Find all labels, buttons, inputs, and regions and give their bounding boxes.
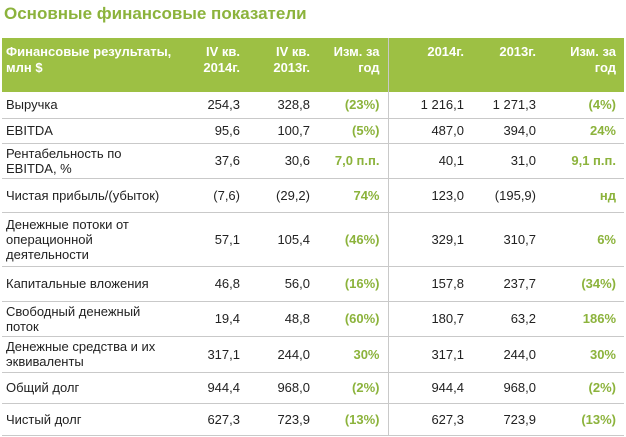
table-row: Капитальные вложения 46,8 56,0 (16%) 157,8 23… xyxy=(2,266,624,302)
value-cell: (23%) xyxy=(318,92,389,119)
value-cell: 968,0 xyxy=(472,372,544,404)
value-cell: 180,7 xyxy=(388,301,472,337)
value-cell: 157,8 xyxy=(388,266,472,302)
row-label: Денежные потоки от операционной деятельн… xyxy=(2,212,182,267)
value-cell: 328,8 xyxy=(248,92,318,119)
value-cell: 317,1 xyxy=(182,336,248,373)
value-cell: 968,0 xyxy=(248,372,318,404)
value-cell: 40,1 xyxy=(388,143,472,179)
value-cell: 944,4 xyxy=(182,372,248,404)
value-cell: 95,6 xyxy=(182,118,248,144)
value-cell: (4%) xyxy=(544,92,624,119)
row-label: Чистый долг xyxy=(2,403,182,436)
table-row: Общий долг 944,4 968,0 (2%) 944,4 968,0 (2%) xyxy=(2,372,624,404)
value-cell: 394,0 xyxy=(472,118,544,144)
value-cell: 56,0 xyxy=(248,266,318,302)
value-cell: (7,6) xyxy=(182,178,248,213)
header-cell: 2014г. xyxy=(388,38,472,92)
value-cell: 30,6 xyxy=(248,143,318,179)
row-label: Выручка xyxy=(2,92,182,119)
header-cell: Изм. за год xyxy=(318,38,389,92)
title: Основные финансовые показатели xyxy=(4,4,307,23)
header-cell: 2013г. xyxy=(472,38,544,92)
value-cell: 237,7 xyxy=(472,266,544,302)
value-cell: 123,0 xyxy=(388,178,472,213)
value-cell: (29,2) xyxy=(248,178,318,213)
value-cell: 74% xyxy=(318,178,389,213)
value-cell: 19,4 xyxy=(182,301,248,337)
row-label: Денежные средства и их эквиваленты xyxy=(2,336,182,373)
table-row: Денежные потоки от операционной деятельн… xyxy=(2,212,624,267)
value-cell: (34%) xyxy=(544,266,624,302)
header-cell: IV кв. 2013г. xyxy=(248,38,318,92)
value-cell: 627,3 xyxy=(182,403,248,436)
value-cell: (13%) xyxy=(544,403,624,436)
value-cell: 723,9 xyxy=(472,403,544,436)
table-row: Свободный денежный поток 19,4 48,8 (60%) 180… xyxy=(2,301,624,337)
table-row: Выручка 254,3 328,8 (23%) 1 216,1 1 271,3 (4%) xyxy=(2,92,624,119)
row-label: Капитальные вложения xyxy=(2,266,182,302)
value-cell: (46%) xyxy=(318,212,389,267)
header-cell: Изм. за год xyxy=(544,38,624,92)
value-cell: (2%) xyxy=(318,372,389,404)
header-row: Финансовые результаты, млн $ IV кв. 2014г… xyxy=(2,38,624,92)
value-cell: 57,1 xyxy=(182,212,248,267)
value-cell: 24% xyxy=(544,118,624,144)
value-cell: 310,7 xyxy=(472,212,544,267)
value-cell: 487,0 xyxy=(388,118,472,144)
header-cell: IV кв. 2014г. xyxy=(182,38,248,92)
financial-table: Финансовые результаты, млн $ IV кв. 2014г… xyxy=(2,38,624,436)
table-row: Денежные средства и их эквиваленты 317,1 2… xyxy=(2,336,624,373)
value-cell: 1 271,3 xyxy=(472,92,544,119)
value-cell: 186% xyxy=(544,301,624,337)
value-cell: 244,0 xyxy=(472,336,544,373)
table-row: Чистая прибыль/(убыток) (7,6) (29,2) 74% 123… xyxy=(2,178,624,213)
value-cell: 30% xyxy=(544,336,624,373)
value-cell: 723,9 xyxy=(248,403,318,436)
value-cell: 7,0 п.п. xyxy=(318,143,389,179)
table-row: Чистый долг 627,3 723,9 (13%) 627,3 723,9 (13%… xyxy=(2,403,624,436)
header-cell: Финансовые результаты, млн $ xyxy=(2,38,182,92)
value-cell: 329,1 xyxy=(388,212,472,267)
value-cell: 30% xyxy=(318,336,389,373)
value-cell: 37,6 xyxy=(182,143,248,179)
value-cell: 944,4 xyxy=(388,372,472,404)
value-cell: 105,4 xyxy=(248,212,318,267)
value-cell: 100,7 xyxy=(248,118,318,144)
value-cell: 254,3 xyxy=(182,92,248,119)
value-cell: (60%) xyxy=(318,301,389,337)
value-cell: 48,8 xyxy=(248,301,318,337)
row-label: Общий долг xyxy=(2,372,182,404)
value-cell: (2%) xyxy=(544,372,624,404)
row-label: Рентабельность по EBITDA, % xyxy=(2,143,182,179)
row-label: EBITDA xyxy=(2,118,182,144)
value-cell: (16%) xyxy=(318,266,389,302)
table-body: Выручка 254,3 328,8 (23%) 1 216,1 1 271,3 (4%)… xyxy=(2,92,624,436)
value-cell: нд xyxy=(544,178,624,213)
row-label: Свободный денежный поток xyxy=(2,301,182,337)
value-cell: 317,1 xyxy=(388,336,472,373)
value-cell: 31,0 xyxy=(472,143,544,179)
value-cell: (13%) xyxy=(318,403,389,436)
value-cell: (195,9) xyxy=(472,178,544,213)
value-cell: 9,1 п.п. xyxy=(544,143,624,179)
value-cell: 6% xyxy=(544,212,624,267)
value-cell: (5%) xyxy=(318,118,389,144)
value-cell: 63,2 xyxy=(472,301,544,337)
table-row: Рентабельность по EBITDA, % 37,6 30,6 7,0 п… xyxy=(2,143,624,179)
value-cell: 1 216,1 xyxy=(388,92,472,119)
value-cell: 46,8 xyxy=(182,266,248,302)
value-cell: 244,0 xyxy=(248,336,318,373)
table-row: EBITDA 95,6 100,7 (5%) 487,0 394,0 24% xyxy=(2,118,624,144)
value-cell: 627,3 xyxy=(388,403,472,436)
row-label: Чистая прибыль/(убыток) xyxy=(2,178,182,213)
